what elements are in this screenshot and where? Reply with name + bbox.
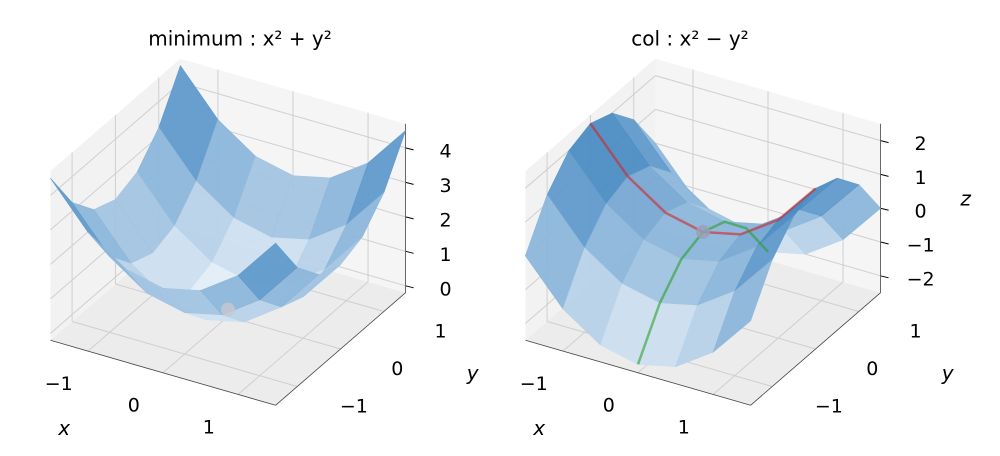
y-tick-label: 1 xyxy=(910,321,922,343)
tick-mark xyxy=(880,275,889,279)
y-tick-label: −1 xyxy=(815,396,843,418)
axis-line xyxy=(275,292,406,406)
tick-mark xyxy=(405,181,414,185)
x-tick-label: −1 xyxy=(45,373,73,395)
surface-patch xyxy=(237,242,298,301)
chart-title: minimum : x² + y² xyxy=(148,27,332,51)
z-tick-label: 1 xyxy=(915,167,927,189)
grid-line xyxy=(655,108,881,175)
tick-mark xyxy=(880,241,889,245)
tick-mark xyxy=(405,285,414,289)
surface-patch xyxy=(712,258,773,354)
y-tick-label: 0 xyxy=(866,358,878,380)
x-axis-label: x xyxy=(57,416,70,440)
tick-mark xyxy=(405,250,414,254)
x-tick-label: −1 xyxy=(520,373,548,395)
chart-title: col : x² − y² xyxy=(631,27,748,51)
y-axis-label: y xyxy=(466,361,480,385)
x-tick-label: 0 xyxy=(603,395,615,417)
grid-line xyxy=(655,75,881,142)
x-tick-label: 1 xyxy=(678,416,690,438)
tick-mark xyxy=(880,207,889,211)
axis-line xyxy=(750,292,881,406)
x-tick-label: 0 xyxy=(128,395,140,417)
grid-line xyxy=(71,321,298,388)
point xyxy=(221,302,235,317)
z-tick-label: 4 xyxy=(440,140,452,162)
tick-mark xyxy=(880,140,889,144)
z-axis-label: z xyxy=(959,186,971,210)
z-tick-label: 1 xyxy=(440,244,452,266)
y-tick-label: −1 xyxy=(340,396,368,418)
z-tick-label: 3 xyxy=(440,175,452,197)
y-axis-label: y xyxy=(941,361,955,385)
z-tick-label: 2 xyxy=(440,209,452,231)
z-tick-label: 0 xyxy=(440,278,452,300)
x-tick-label: 1 xyxy=(203,416,215,438)
z-tick-label: −2 xyxy=(907,268,935,290)
tick-mark xyxy=(405,147,414,151)
point xyxy=(696,225,710,239)
y-tick-label: 1 xyxy=(435,321,447,343)
z-tick-label: −1 xyxy=(907,235,935,257)
grid-line xyxy=(50,82,181,196)
axis-line xyxy=(50,339,276,406)
z-tick-label: 0 xyxy=(915,201,927,223)
grid-line xyxy=(180,82,406,149)
axis-line xyxy=(525,339,751,406)
z-tick-label: 2 xyxy=(915,133,927,155)
y-tick-label: 0 xyxy=(391,358,403,380)
x-axis-label: x xyxy=(532,416,545,440)
tick-mark xyxy=(880,173,889,177)
tick-mark xyxy=(405,216,414,220)
